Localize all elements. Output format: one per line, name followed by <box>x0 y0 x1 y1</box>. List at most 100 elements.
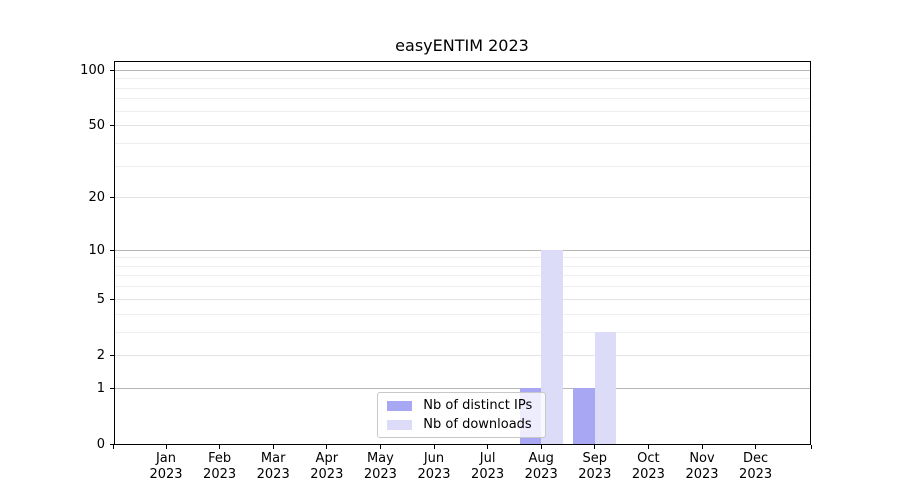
x-tick-label-year: 2023 <box>631 467 665 482</box>
x-tick-label-year: 2023 <box>363 467 397 482</box>
y-tick-label: 10 <box>88 242 105 258</box>
legend-entry-distinct-ips: Nb of distinct IPs <box>387 396 538 415</box>
y-gridline-minor <box>113 142 811 144</box>
bar-nb-of-distinct-ips <box>573 388 595 445</box>
x-tick-label-month: Apr <box>315 451 339 466</box>
y-gridline-minor <box>113 257 811 259</box>
x-tick-mark <box>701 444 703 449</box>
y-gridline-major <box>113 197 811 199</box>
bars-layer <box>114 61 812 445</box>
x-tick-label-month: May <box>366 451 394 466</box>
x-tick-mark <box>379 444 381 449</box>
x-tick-label-may: May 2023 <box>349 451 411 483</box>
x-tick-label-jan: Jan 2023 <box>135 451 197 483</box>
y-gridline-minor <box>113 286 811 288</box>
x-tick-label-mar: Mar 2023 <box>242 451 304 483</box>
x-tick-mark <box>594 444 596 449</box>
y-tick-mark <box>109 197 114 199</box>
x-tick-label-month: Sep <box>582 451 608 466</box>
x-tick-label-nov: Nov 2023 <box>671 451 733 483</box>
y-gridline-minor <box>113 313 811 315</box>
y-tick-mark <box>109 354 114 356</box>
x-tick-label-jun: Jun 2023 <box>403 451 465 483</box>
y-gridline-minor <box>113 331 811 333</box>
x-tick-mark <box>165 444 167 449</box>
x-tick-label-jul: Jul 2023 <box>457 451 519 483</box>
x-tick-label-year: 2023 <box>471 467 505 482</box>
x-tick-label-dec: Dec 2023 <box>725 451 787 483</box>
x-tick-label-year: 2023 <box>739 467 773 482</box>
plot-area: Nb of distinct IPs Nb of downloads <box>113 60 812 445</box>
y-gridline-minor <box>113 98 811 100</box>
x-tick-label-feb: Feb 2023 <box>189 451 251 483</box>
x-tick-label-month: Oct <box>637 451 660 466</box>
legend: Nb of distinct IPs Nb of downloads <box>377 392 547 438</box>
x-tick-label-year: 2023 <box>310 467 344 482</box>
y-gridline-minor <box>113 275 811 277</box>
y-tick-mark <box>109 387 114 389</box>
legend-entry-downloads: Nb of downloads <box>387 415 538 434</box>
legend-swatch-downloads <box>387 419 413 430</box>
grid-layer <box>113 61 811 445</box>
x-tick-label-year: 2023 <box>256 467 290 482</box>
x-tick-mark <box>647 444 649 449</box>
x-tick-label-year: 2023 <box>578 467 612 482</box>
x-tick-label-year: 2023 <box>203 467 237 482</box>
x-tick-label-month: Nov <box>689 451 715 466</box>
x-tick-mark <box>433 444 435 449</box>
y-tick-label: 100 <box>80 62 105 78</box>
bar-nb-of-downloads <box>594 332 617 445</box>
x-tick-label-sep: Sep 2023 <box>564 451 626 483</box>
x-tick-mark-edge <box>113 444 114 449</box>
x-tick-label-month: Dec <box>743 451 769 466</box>
y-gridline-major <box>113 354 811 356</box>
y-tick-label: 50 <box>88 118 105 134</box>
chart-title: easyENTIM 2023 <box>395 36 529 55</box>
legend-swatch-distinct-ips <box>387 400 413 411</box>
x-tick-label-oct: Oct 2023 <box>617 451 679 483</box>
x-tick-label-apr: Apr 2023 <box>296 451 358 483</box>
x-tick-label-month: Jul <box>479 451 496 466</box>
y-gridline-minor <box>113 265 811 267</box>
y-gridline-minor <box>113 165 811 167</box>
x-tick-label-year: 2023 <box>417 467 451 482</box>
y-tick-label: 2 <box>96 347 105 363</box>
x-tick-label-month: Jun <box>423 451 445 466</box>
legend-label-downloads: Nb of downloads <box>423 417 532 432</box>
x-tick-label-month: Feb <box>208 451 232 466</box>
y-gridline-minor <box>113 87 811 89</box>
y-tick-label: 5 <box>96 291 105 307</box>
x-tick-mark <box>326 444 328 449</box>
y-tick-mark <box>109 69 114 71</box>
y-tick-label: 20 <box>88 190 105 206</box>
x-tick-label-year: 2023 <box>149 467 183 482</box>
x-tick-mark <box>487 444 489 449</box>
y-tick-mark <box>109 298 114 300</box>
legend-label-distinct-ips: Nb of distinct IPs <box>423 398 533 413</box>
y-gridline-decade <box>113 69 811 71</box>
y-gridline-major <box>113 125 811 127</box>
x-tick-label-month: Mar <box>260 451 286 466</box>
x-tick-label-year: 2023 <box>524 467 558 482</box>
x-tick-mark <box>272 444 274 449</box>
x-tick-label-month: Aug <box>528 451 554 466</box>
y-gridline-decade <box>113 387 811 389</box>
y-tick-label: 1 <box>96 380 105 396</box>
x-tick-mark <box>540 444 542 449</box>
x-tick-mark <box>219 444 221 449</box>
y-tick-mark <box>109 125 114 127</box>
y-tick-label: 0 <box>96 437 105 452</box>
y-gridline-minor <box>113 110 811 112</box>
x-tick-mark-edge <box>810 444 812 449</box>
x-tick-label-aug: Aug 2023 <box>510 451 572 483</box>
y-gridline-major <box>113 298 811 300</box>
y-tick-mark <box>109 249 114 251</box>
y-gridline-decade <box>113 249 811 251</box>
x-tick-mark <box>755 444 757 449</box>
bar-nb-of-downloads <box>541 250 563 445</box>
y-gridline-minor <box>113 78 811 80</box>
x-tick-label-year: 2023 <box>685 467 719 482</box>
x-tick-label-month: Jan <box>155 451 177 466</box>
y-tick-mark <box>109 444 114 445</box>
